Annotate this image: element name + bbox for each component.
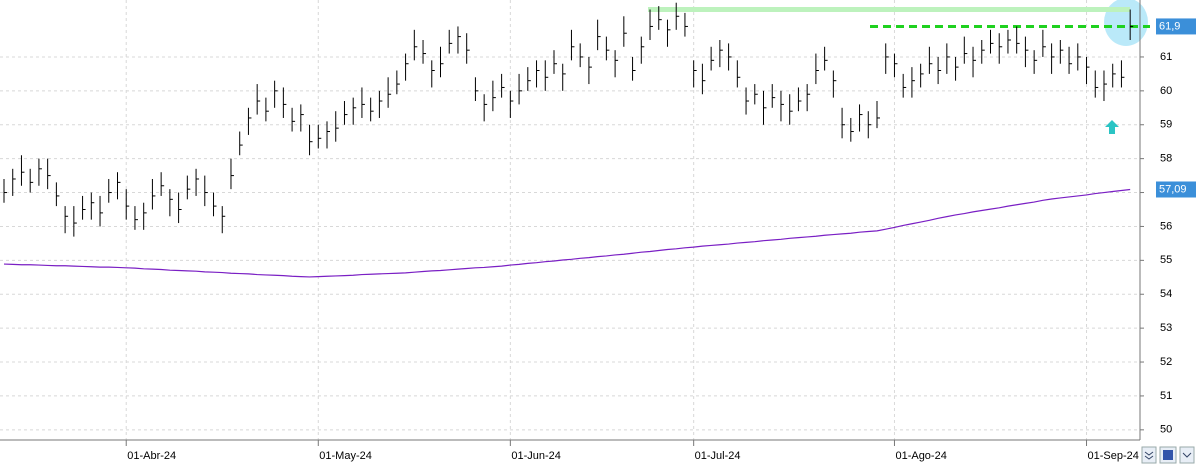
y-tick-label: 52 xyxy=(1160,356,1172,368)
x-tick-label: 01-Jun-24 xyxy=(511,450,561,462)
y-tick-label: 50 xyxy=(1160,424,1172,436)
y-tick-label: 53 xyxy=(1160,322,1172,334)
x-tick-label: 01-Jul-24 xyxy=(695,450,741,462)
save-icon xyxy=(1163,450,1173,460)
y-tick-label: 54 xyxy=(1160,288,1172,300)
scroll-buttons xyxy=(1141,446,1195,464)
y-tick-label: 59 xyxy=(1160,119,1172,131)
highlight xyxy=(1104,0,1148,46)
y-tick-label: 61 xyxy=(1160,51,1172,63)
price-label-box xyxy=(1156,18,1196,35)
x-tick-label: 01-Ago-24 xyxy=(895,450,946,462)
dropdown-icon xyxy=(1182,452,1192,458)
signal-arrow xyxy=(1105,120,1119,134)
price-label-box xyxy=(1156,181,1196,198)
y-tick-label: 51 xyxy=(1160,390,1172,402)
price-label: 57,09 xyxy=(1159,183,1187,195)
x-tick-label: 01-Sep-24 xyxy=(1088,450,1139,462)
price-label: 61,9 xyxy=(1159,20,1180,32)
y-tick-label: 55 xyxy=(1160,254,1172,266)
x-tick-label: 01-May-24 xyxy=(319,450,372,462)
moving-average xyxy=(3,188,1131,278)
y-tick-label: 60 xyxy=(1160,85,1172,97)
y-tick-label: 58 xyxy=(1160,153,1172,165)
x-tick-label: 01-Abr-24 xyxy=(127,450,176,462)
y-tick-label: 56 xyxy=(1160,220,1172,232)
scroll-icon xyxy=(1144,451,1154,460)
dropdown-button[interactable] xyxy=(1179,446,1195,464)
